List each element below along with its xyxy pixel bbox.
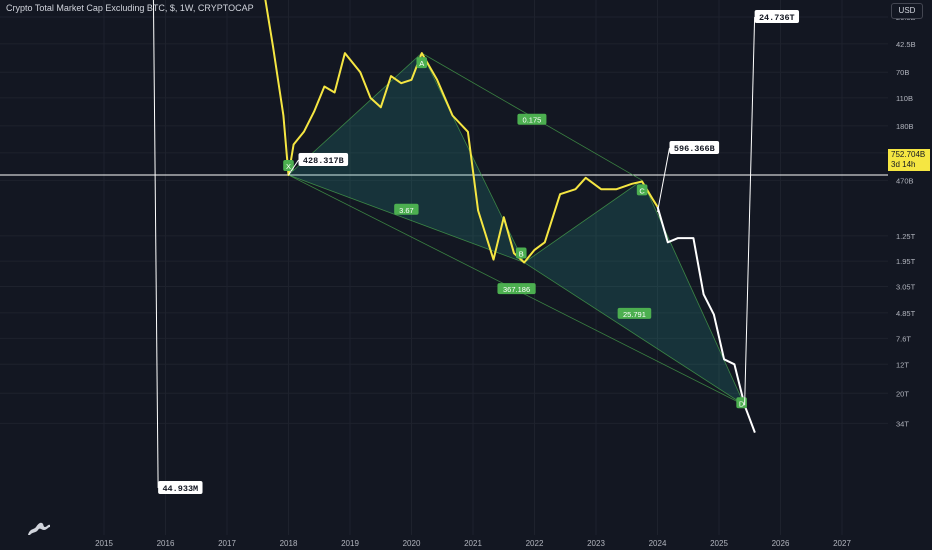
point-label-c: C bbox=[639, 186, 645, 195]
y-tick-label: 4.85T bbox=[896, 309, 916, 318]
point-label-c-box bbox=[636, 184, 648, 196]
grid-lines bbox=[0, 0, 888, 535]
point-label-a: A bbox=[419, 59, 424, 68]
tradingview-logo-icon[interactable] bbox=[26, 518, 52, 536]
chart-title: Crypto Total Market Cap Excluding BTC, $… bbox=[6, 3, 254, 13]
price-callouts: 428.317B 44.933M 596.366B 24.736T bbox=[152, 0, 800, 494]
callout-low-value: 44.933M bbox=[162, 484, 198, 494]
x-tick-label: 2020 bbox=[403, 539, 421, 548]
currency-button[interactable]: USD bbox=[891, 3, 923, 19]
callout-current-value: 596.366B bbox=[674, 144, 715, 154]
ratio-label-ac-box bbox=[517, 113, 547, 125]
x-tick-label: 2021 bbox=[464, 539, 482, 548]
y-tick-label: 470B bbox=[896, 176, 914, 185]
x-tick-label: 2027 bbox=[833, 539, 851, 548]
series-line bbox=[264, 0, 659, 264]
callout-current-value-pointer bbox=[657, 147, 670, 212]
pattern-leg bbox=[524, 262, 745, 406]
price-series bbox=[264, 0, 756, 433]
last-price-value: 752.704B bbox=[891, 150, 926, 159]
point-label-d: D bbox=[739, 399, 745, 408]
ratio-label-xd: 367.186 bbox=[503, 285, 530, 294]
ratio-label-xb: 3.67 bbox=[399, 206, 414, 215]
x-tick-label: 2018 bbox=[280, 539, 298, 548]
x-tick-label: 2026 bbox=[772, 539, 790, 548]
ratio-label-bd-box bbox=[617, 307, 652, 319]
ratio-label-bd: 25.791 bbox=[623, 310, 646, 319]
y-tick-label: 42.5B bbox=[896, 40, 916, 49]
pattern-leg bbox=[641, 180, 745, 406]
x-tick-label: 2015 bbox=[95, 539, 113, 548]
callout-low-value-box bbox=[158, 481, 203, 494]
point-label-a-box bbox=[416, 57, 428, 69]
pattern-triangle-bcd bbox=[524, 180, 745, 406]
callout-x-value: 428.317B bbox=[303, 156, 344, 166]
ratio-label-xd-box bbox=[497, 283, 536, 295]
x-tick-label: 2017 bbox=[218, 539, 236, 548]
last-price-tag: 752.704B 3d 14h bbox=[888, 149, 930, 171]
point-label-b-box bbox=[515, 247, 527, 259]
ratio-label-ac: 0.175 bbox=[523, 116, 542, 125]
x-tick-label: 2025 bbox=[710, 539, 728, 548]
y-tick-label: 20T bbox=[896, 389, 909, 398]
point-label-x-box bbox=[283, 160, 294, 171]
pattern-labels: X A B C D 3.67 367.186 25.791 0.175 bbox=[283, 57, 747, 409]
y-tick-label: 180B bbox=[896, 122, 914, 131]
y-tick-label: 7.6T bbox=[896, 334, 911, 343]
y-tick-label: 70B bbox=[896, 68, 909, 77]
pattern-leg bbox=[288, 174, 525, 263]
x-axis: 2015 2016 2017 2018 2019 2020 2021 2022 2023 2024… bbox=[95, 539, 851, 548]
x-tick-label: 2023 bbox=[587, 539, 605, 548]
callout-x-value-box bbox=[298, 153, 349, 166]
callout-low-value-pointer bbox=[152, 0, 159, 489]
y-tick-label: 1.25T bbox=[896, 232, 916, 241]
callout-current-value-box bbox=[669, 141, 720, 154]
x-tick-label: 2024 bbox=[649, 539, 667, 548]
callout-target-value: 24.736T bbox=[759, 13, 795, 23]
x-tick-label: 2019 bbox=[341, 539, 359, 548]
y-tick-label: 1.95T bbox=[896, 257, 916, 266]
pattern-leg bbox=[524, 179, 643, 263]
harmonic-pattern bbox=[288, 52, 745, 406]
callout-target-value-pointer bbox=[744, 16, 756, 406]
x-tick-label: 2022 bbox=[526, 539, 544, 548]
series-line bbox=[656, 206, 756, 433]
pattern-triangle-xab bbox=[288, 53, 525, 263]
horizontal-lines bbox=[0, 174, 888, 176]
point-label-b: B bbox=[519, 250, 524, 259]
callout-target-value-box bbox=[754, 10, 800, 23]
y-axis: 34T20T12T7.6T4.85T3.05T1.95T1.25T470B290… bbox=[896, 13, 916, 428]
point-label-x: X bbox=[286, 162, 291, 171]
y-tick-label: 110B bbox=[896, 94, 913, 103]
y-tick-label: 12T bbox=[896, 360, 909, 369]
ratio-label-xb-box bbox=[394, 203, 419, 215]
callout-x-value-pointer bbox=[288, 159, 299, 176]
x-tick-label: 2016 bbox=[157, 539, 175, 548]
y-tick-label: 3.05T bbox=[896, 282, 916, 291]
bar-countdown: 3d 14h bbox=[891, 160, 916, 169]
y-tick-label: 34T bbox=[896, 419, 909, 428]
